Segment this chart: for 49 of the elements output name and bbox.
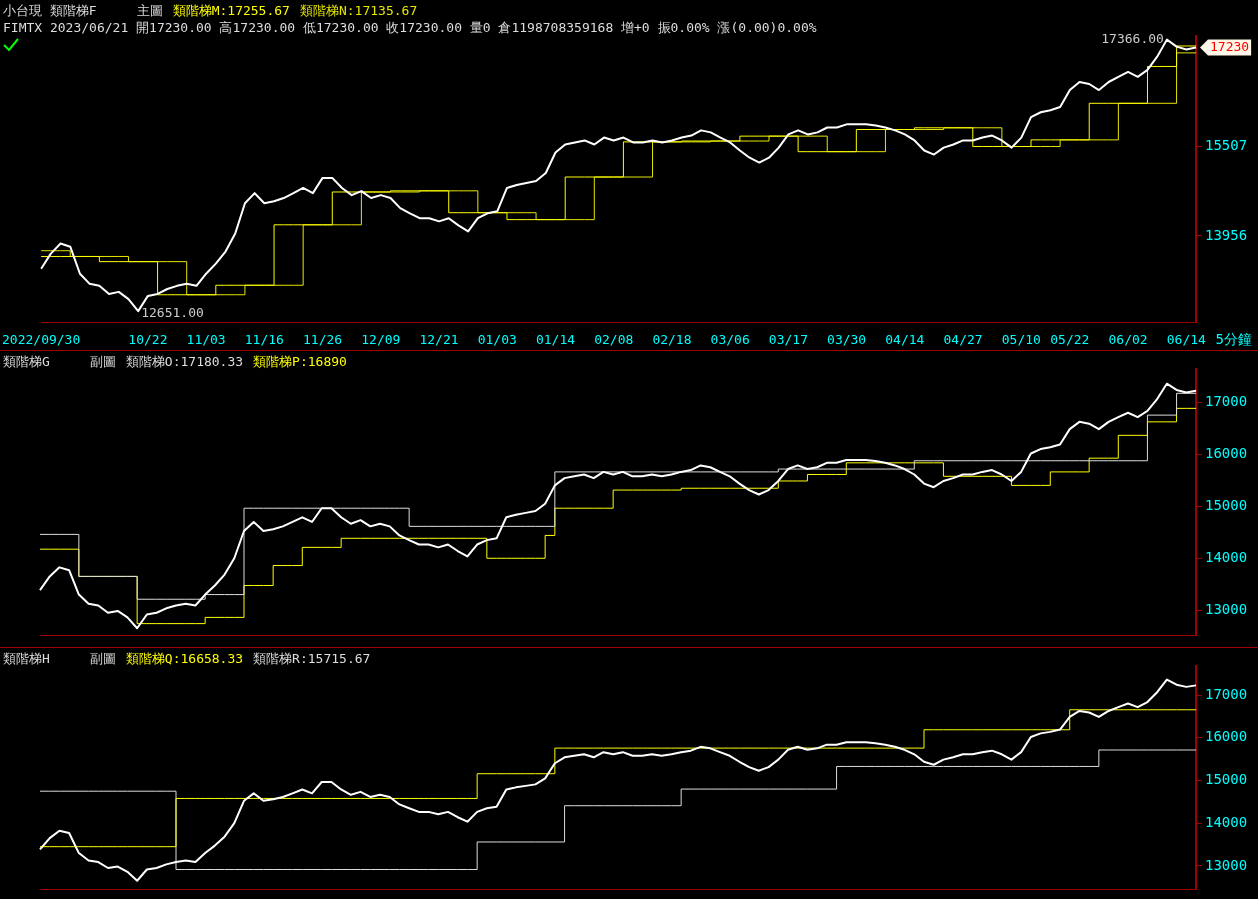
x-tick-label: 05/10 xyxy=(1001,331,1041,347)
chart-subtitle: 副圖 xyxy=(89,651,116,666)
text: 類階梯R:15715.67 xyxy=(253,651,371,666)
x-tick-label: 02/08 xyxy=(594,331,634,347)
x-tick-label: 11/26 xyxy=(303,331,343,347)
text: FIMTX 2023/06/21 開17230.00 高17230.00 低17230.00 收17230.00 量0 倉1198708359168 增+0 振0.00% 漲(0.00)0.00% xyxy=(3,19,817,36)
y-tick-label: 15507 xyxy=(1205,137,1248,154)
y-tick-label: 17000 xyxy=(1205,685,1248,702)
text: 17230 xyxy=(1210,38,1250,54)
x-tick-label: 05/22 xyxy=(1050,331,1090,347)
x-tick-label: 11/16 xyxy=(244,331,284,347)
x-tick-label: 03/06 xyxy=(710,331,750,347)
x-tick-label: 06/14 xyxy=(1166,331,1207,347)
x-tick-label: 02/18 xyxy=(652,331,692,347)
x-tick-label: 04/27 xyxy=(943,331,983,347)
annotation: 12651.00 xyxy=(141,305,204,321)
x-tick-label: 10/22 xyxy=(128,331,168,347)
x-tick-label: 11/03 xyxy=(186,331,226,347)
y-tick-label: 15000 xyxy=(1205,771,1248,788)
chart-title: 類階梯H xyxy=(3,651,50,666)
text: 類階梯Q:16658.33 xyxy=(125,651,244,666)
x-tick-label: 12/09 xyxy=(361,331,401,347)
y-tick-label: 14000 xyxy=(1205,813,1248,830)
text: 類階梯P:16890 xyxy=(253,354,347,369)
x-tick-label: 04/14 xyxy=(885,331,925,347)
y-tick-label: 13000 xyxy=(1205,600,1248,617)
x-axis-title: 5分鐘 xyxy=(1215,331,1252,349)
y-tick-label: 17000 xyxy=(1205,393,1248,410)
y-tick-label: 13000 xyxy=(1205,856,1248,873)
x-tick-label: 01/14 xyxy=(535,331,576,347)
annotation: 17366.00 xyxy=(1101,31,1164,46)
y-tick-label: 16000 xyxy=(1205,728,1248,745)
chart-subtitle: 副圖 xyxy=(89,354,116,369)
chart-subtitle: 主圖 xyxy=(136,3,163,18)
y-tick-label: 14000 xyxy=(1205,548,1248,565)
text: 類階梯M:17255.67 xyxy=(172,3,290,18)
x-tick-label: 06/02 xyxy=(1108,331,1148,347)
text: 類階梯O:17180.33 xyxy=(125,354,244,369)
x-tick-label: 01/03 xyxy=(477,331,517,347)
x-tick-label: 12/21 xyxy=(419,331,459,347)
y-tick-label: 15000 xyxy=(1205,497,1248,514)
chart-title: 類階梯G xyxy=(3,354,50,369)
chart-title: 小台現 類階梯F xyxy=(3,3,97,18)
x-tick-label: 03/30 xyxy=(827,331,867,347)
y-tick-label: 16000 xyxy=(1205,445,1248,462)
x-tick-label: 2022/09/30 xyxy=(1,331,81,347)
text: 類階梯N:17135.67 xyxy=(299,3,418,18)
x-tick-label: 03/17 xyxy=(768,331,808,347)
y-tick-label: 13956 xyxy=(1205,226,1248,243)
